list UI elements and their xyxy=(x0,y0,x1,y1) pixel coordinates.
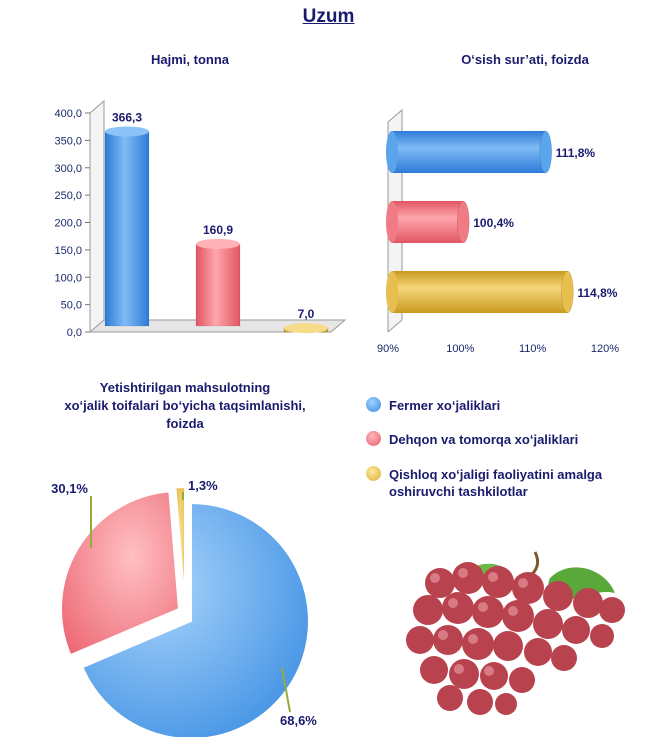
bar xyxy=(392,201,464,243)
y-tick-label: 0,0 xyxy=(67,327,82,339)
bar-cap-right xyxy=(539,130,552,174)
y-tick-label: 50,0 xyxy=(61,300,82,312)
distribution-pie-chart: 68,6% 30,1% 1,3% xyxy=(51,478,317,737)
bar-value-label: 366,3 xyxy=(112,110,142,124)
pie-chart-title: Yetishtirilgan mahsulotning xo‘jalik toi… xyxy=(20,379,350,433)
y-tick-label: 300,0 xyxy=(54,163,82,175)
pie-value-label: 30,1% xyxy=(51,481,88,496)
bar-value-label: 111,8% xyxy=(556,146,596,160)
y-tick-label: 200,0 xyxy=(54,218,82,230)
volume-chart-title: Hajmi, tonna xyxy=(150,52,229,67)
legend-swatch xyxy=(366,431,381,446)
bar-cap-right xyxy=(456,200,470,244)
growth-chart-title: O‘sish sur’ati, foizda xyxy=(461,52,589,67)
bar-value-label: 114,8% xyxy=(577,286,617,300)
legend-swatch xyxy=(366,397,381,412)
pie-slice xyxy=(174,485,186,606)
x-tick-label: 90% xyxy=(377,343,399,355)
x-tick-label: 110% xyxy=(519,343,547,355)
bar xyxy=(392,271,568,313)
bar-cap-left xyxy=(386,131,398,173)
pie-title-line: foizda xyxy=(166,416,204,431)
pie-leader-line xyxy=(281,667,291,713)
bar xyxy=(195,243,241,327)
legend-swatch xyxy=(366,466,381,481)
pie-slice xyxy=(81,501,310,737)
grapes-illustration xyxy=(406,551,625,715)
y-tick-label: 150,0 xyxy=(54,245,82,257)
bar-value-label: 100,4% xyxy=(473,216,514,230)
legend-item-tashkilotlar: Qishloq xo‘jaligi faoliyatini amalga osh… xyxy=(366,466,657,500)
pie-slice xyxy=(60,490,181,657)
pie-value-label: 1,3% xyxy=(188,478,218,493)
bar-cap-right xyxy=(561,270,574,314)
bar xyxy=(104,131,150,327)
bar xyxy=(392,131,546,173)
bar-top xyxy=(196,238,240,249)
legend-label: Qishloq xo‘jaligi faoliyatini amalga osh… xyxy=(389,467,603,499)
pie-value-label: 68,6% xyxy=(280,713,317,728)
volume-bar-chart: 0,0 50,0 100,0 150,0 200,0 250,0 300,0 350,0 400… xyxy=(54,99,347,339)
y-tick-label: 100,0 xyxy=(54,272,82,284)
y-tick-label: 350,0 xyxy=(54,135,82,147)
x-tick-label: 100% xyxy=(446,343,474,355)
plot-edge xyxy=(387,319,403,333)
bar-top xyxy=(284,323,328,334)
bar-top xyxy=(105,126,149,137)
y-tick-label: 250,0 xyxy=(54,190,82,202)
x-tick-label: 120% xyxy=(591,343,619,355)
growth-bar-chart: 90% 100% 110% 120% 111,8% 100,4% 114,8% xyxy=(377,108,619,355)
pie-title-line: xo‘jalik toifalari bo‘yicha taqsimlanish… xyxy=(64,398,306,413)
y-tick-label: 400,0 xyxy=(54,108,82,120)
legend-label: Fermer xo‘jaliklari xyxy=(389,398,501,413)
page-title: Uzum xyxy=(302,6,355,27)
legend-item-dehqon: Dehqon va tomorqa xo‘jaliklari xyxy=(366,431,657,448)
legend-item-fermer: Fermer xo‘jaliklari xyxy=(366,397,657,414)
bar-value-label: 160,9 xyxy=(203,223,233,237)
bar-cap-left xyxy=(386,271,398,313)
bar-value-label: 7,0 xyxy=(298,307,315,321)
bar-cap-left xyxy=(386,201,398,243)
legend-label: Dehqon va tomorqa xo‘jaliklari xyxy=(389,432,579,447)
pie-title-line: Yetishtirilgan mahsulotning xyxy=(99,380,271,395)
plot-wall xyxy=(89,99,105,332)
